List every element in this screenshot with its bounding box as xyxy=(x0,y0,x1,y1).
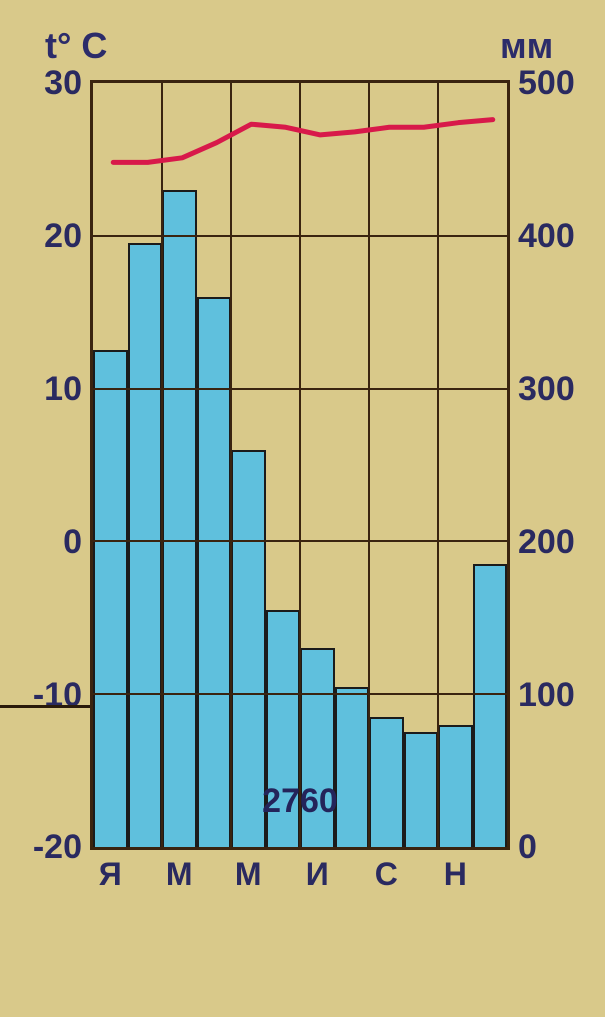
left-tick-label: -10 xyxy=(12,676,82,715)
x-tick-label: Я xyxy=(99,856,122,893)
left-tick-label: 0 xyxy=(12,523,82,562)
x-tick-label: М xyxy=(166,856,193,893)
x-tick-label: С xyxy=(375,856,398,893)
right-tick-label: 400 xyxy=(518,217,575,256)
right-tick-label: 0 xyxy=(518,828,537,867)
bleed-line xyxy=(0,705,90,708)
plot-area: 2760 xyxy=(90,80,510,850)
left-axis-title: t° C xyxy=(45,25,107,67)
right-tick-label: 100 xyxy=(518,676,575,715)
left-tick-label: 20 xyxy=(12,217,82,256)
right-tick-label: 500 xyxy=(518,64,575,103)
right-tick-label: 200 xyxy=(518,523,575,562)
total-annotation: 2760 xyxy=(262,782,338,821)
right-tick-label: 300 xyxy=(518,370,575,409)
x-tick-label: И xyxy=(306,856,329,893)
left-tick-label: 30 xyxy=(12,64,82,103)
x-tick-label: Н xyxy=(444,856,467,893)
left-tick-label: 10 xyxy=(12,370,82,409)
x-tick-label: М xyxy=(235,856,262,893)
right-axis-title: мм xyxy=(500,25,553,67)
left-tick-label: -20 xyxy=(12,828,82,867)
temperature-line xyxy=(96,86,510,850)
